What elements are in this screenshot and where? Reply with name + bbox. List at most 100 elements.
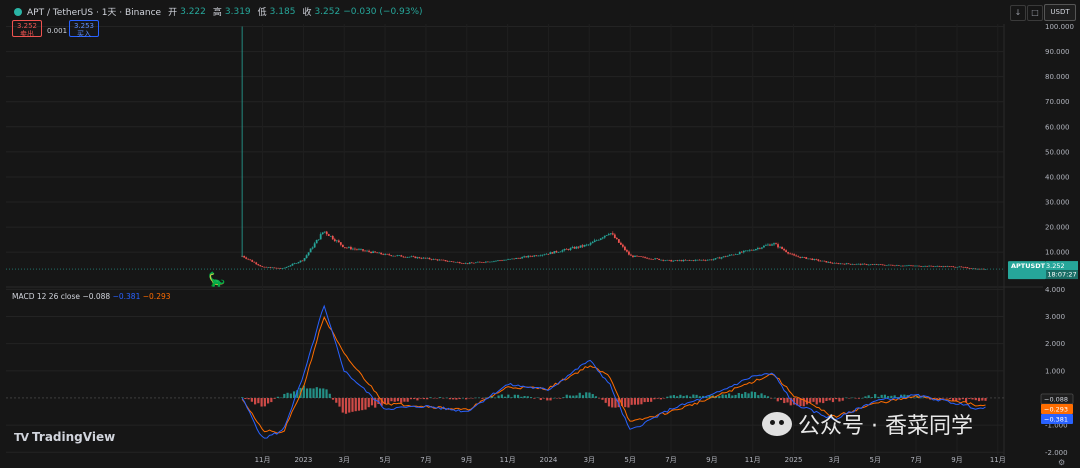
candle-body bbox=[865, 263, 868, 265]
candle-body bbox=[368, 250, 370, 252]
sell-price: 3.252 bbox=[16, 22, 38, 30]
candle-body bbox=[829, 262, 832, 263]
candle-body bbox=[805, 257, 808, 259]
tradingview-brand[interactable]: TV TradingView bbox=[14, 430, 115, 444]
candle-body bbox=[456, 261, 459, 263]
time-tick-label: 3月 bbox=[339, 456, 350, 464]
macd-hist-bar bbox=[510, 397, 513, 398]
candle-body bbox=[271, 267, 274, 269]
candle-body bbox=[621, 244, 624, 247]
candle-body bbox=[867, 264, 870, 266]
macd-hist-bar bbox=[572, 395, 575, 398]
buy-button[interactable]: 3.253 买入 bbox=[69, 20, 99, 38]
macd-hist-bar bbox=[578, 392, 581, 398]
macd-hist-bar bbox=[702, 395, 705, 398]
macd-hist-bar bbox=[393, 397, 396, 402]
macd-hist-bar bbox=[805, 397, 809, 405]
buy-price: 3.253 bbox=[73, 22, 95, 30]
candle-body bbox=[948, 266, 951, 267]
candle-body bbox=[650, 258, 653, 260]
macd-hist-bar bbox=[247, 397, 250, 400]
macd-hist-bar bbox=[250, 397, 253, 402]
macd-hist-bar bbox=[698, 396, 701, 398]
candle-body bbox=[932, 266, 935, 267]
candle-body bbox=[906, 265, 908, 267]
macd-name[interactable]: MACD 12 26 close bbox=[12, 292, 81, 301]
candle-body bbox=[543, 254, 546, 256]
candle-body bbox=[527, 255, 530, 258]
price-badge-value: 3.252 bbox=[1046, 262, 1065, 270]
candle-body bbox=[611, 233, 614, 235]
candle-body bbox=[333, 239, 336, 242]
candle-body bbox=[825, 261, 828, 263]
macd-signal-value: −0.293 bbox=[142, 292, 171, 301]
candle-body bbox=[466, 263, 469, 264]
macd-hist-bar bbox=[377, 397, 380, 404]
macd-hist-bar bbox=[426, 397, 429, 400]
candle-body bbox=[666, 259, 669, 261]
time-tick-label: 3月 bbox=[829, 456, 840, 464]
macd-hist-bar bbox=[828, 397, 831, 401]
macd-hist-bar bbox=[721, 394, 724, 398]
candle-body bbox=[507, 259, 509, 260]
macd-hist-bar bbox=[627, 397, 630, 408]
candle-body bbox=[644, 256, 646, 258]
currency-select[interactable]: USDT bbox=[1044, 4, 1076, 21]
macd-hist-bar bbox=[331, 397, 335, 400]
candle-body bbox=[283, 267, 286, 269]
macd-hist-bar bbox=[984, 397, 987, 401]
macd-hist-bar bbox=[481, 397, 484, 399]
candle-body bbox=[454, 261, 457, 263]
candle-body bbox=[972, 268, 975, 270]
candle-body bbox=[482, 262, 485, 263]
price-tick-label: 100.000 bbox=[1045, 23, 1074, 31]
download-icon[interactable]: ↓ bbox=[1010, 5, 1026, 21]
candle-body bbox=[638, 256, 640, 257]
macd-hist-bar bbox=[523, 396, 526, 398]
square-icon[interactable]: □ bbox=[1027, 5, 1043, 21]
macd-hist-bar bbox=[409, 397, 413, 400]
macd-hist-bar bbox=[539, 397, 542, 401]
candle-body bbox=[559, 251, 562, 253]
macd-line bbox=[241, 304, 986, 439]
price-tick-label: 70.000 bbox=[1045, 98, 1070, 106]
symbol-title[interactable]: APT / TetherUS · 1天 · Binance bbox=[27, 8, 162, 18]
candle-body bbox=[331, 235, 334, 240]
candle-body bbox=[859, 263, 862, 265]
macd-hist-bar bbox=[542, 397, 546, 399]
candle-body bbox=[593, 240, 596, 243]
macd-hist-bar bbox=[737, 393, 740, 398]
candle-body bbox=[831, 262, 834, 264]
macd-hist-bar bbox=[520, 396, 523, 398]
candle-body bbox=[700, 259, 703, 261]
close-label: 收 bbox=[302, 8, 312, 18]
macd-hist-bar bbox=[533, 397, 536, 399]
candle-body bbox=[954, 267, 957, 268]
candle-body bbox=[849, 263, 852, 265]
macd-hist-bar bbox=[955, 397, 958, 402]
macd-hist-bar bbox=[396, 397, 400, 402]
candle-body bbox=[914, 265, 916, 267]
candle-body bbox=[478, 261, 481, 263]
candle-body bbox=[257, 264, 260, 266]
macd-hist-bar bbox=[374, 397, 377, 408]
macd-hist-bar bbox=[516, 394, 520, 398]
macd-hist-bar bbox=[241, 397, 244, 398]
sell-button[interactable]: 3.252 卖出 bbox=[12, 20, 42, 38]
candle-body bbox=[758, 248, 761, 249]
candle-body bbox=[440, 259, 443, 261]
macd-hist-bar bbox=[445, 397, 448, 399]
candle-body bbox=[950, 266, 953, 267]
macd-hist-bar bbox=[822, 397, 825, 404]
candle-body bbox=[952, 266, 955, 268]
candle-body bbox=[487, 261, 489, 263]
candle-body bbox=[358, 249, 360, 250]
macd-hist-bar bbox=[276, 396, 279, 398]
candle-body bbox=[249, 259, 252, 261]
candle-body bbox=[571, 247, 574, 249]
macd-hist-bar bbox=[682, 395, 685, 398]
candle-body bbox=[287, 266, 290, 267]
candle-body bbox=[289, 265, 292, 267]
